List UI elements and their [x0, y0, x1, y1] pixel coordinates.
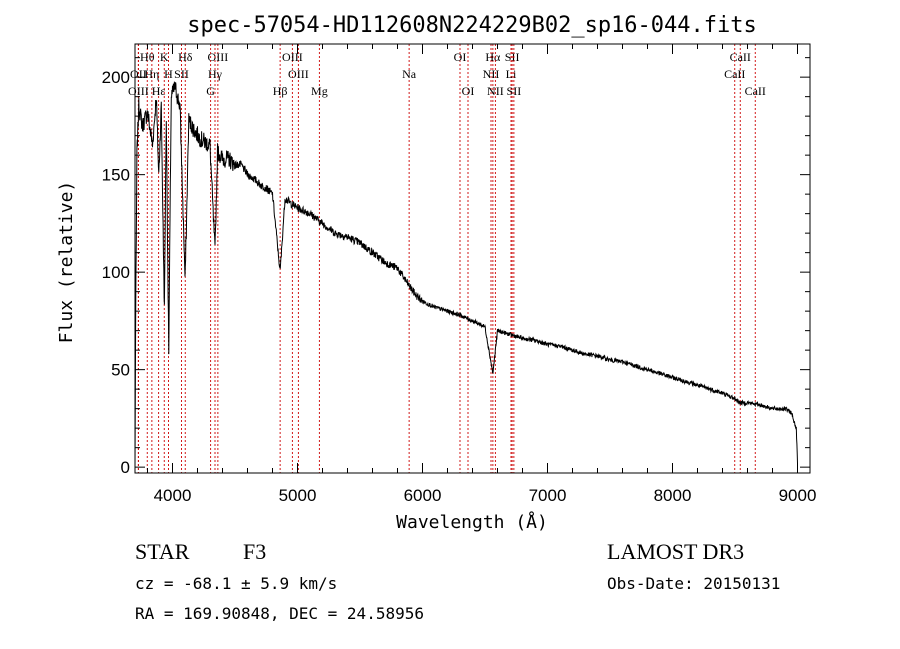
y-tick-label: 50 — [111, 361, 130, 380]
line-marker-label: OIII — [282, 50, 303, 64]
x-tick-label: 6000 — [404, 486, 442, 505]
line-marker-label: K — [160, 50, 169, 64]
y-tick-label: 150 — [102, 166, 130, 185]
plot-frame — [134, 43, 811, 474]
line-marker-label: Hε — [152, 84, 166, 98]
line-marker-label: Hγ — [208, 67, 223, 81]
y-tick-label: 200 — [102, 68, 130, 87]
line-marker-label: OIII — [128, 84, 149, 98]
y-tick-label: 100 — [102, 263, 130, 282]
survey-name: LAMOST DR3 — [607, 539, 745, 564]
line-marker-label: Hη — [144, 67, 159, 81]
line-marker-label: G — [206, 84, 215, 98]
x-tick-label: 9000 — [779, 486, 817, 505]
line-marker-label: SII — [505, 50, 520, 64]
y-axis-label: Flux (relative) — [56, 181, 77, 344]
object-class: STAR — [135, 539, 190, 564]
line-marker-label: Li — [506, 67, 517, 81]
y-tick-label: 0 — [121, 458, 130, 477]
coordinates: RA = 169.90848, DEC = 24.58956 — [135, 604, 424, 623]
chart-title: spec-57054-HD112608N224229B02_sp16-044.f… — [187, 13, 757, 38]
line-marker-label: CaII — [745, 84, 766, 98]
line-marker-label: Na — [402, 67, 417, 81]
spectrum-layer — [134, 81, 798, 467]
line-marker-label: CaII — [730, 50, 751, 64]
line-marker-label: H — [164, 67, 173, 81]
line-marker-label: CaII — [724, 67, 745, 81]
line-marker-label: Mg — [311, 84, 328, 98]
x-tick-label: 5000 — [279, 486, 317, 505]
x-tick-label: 8000 — [654, 486, 692, 505]
redshift-velocity: cz = -68.1 ± 5.9 km/s — [135, 574, 338, 593]
line-marker-label: SII — [174, 67, 189, 81]
line-marker-label: OIII — [288, 67, 309, 81]
x-axis-label: Wavelength (Å) — [396, 511, 548, 533]
line-marker-label: Hα — [485, 50, 501, 64]
line-marker-label: Hδ — [178, 50, 193, 64]
line-marker-label: NII — [487, 84, 504, 98]
x-tick-label: 7000 — [529, 486, 567, 505]
x-tick-label: 4000 — [154, 486, 192, 505]
observation-date: Obs-Date: 20150131 — [607, 574, 781, 593]
line-marker-label: OI — [462, 84, 475, 98]
line-marker-label: OIII — [208, 50, 229, 64]
line-marker-label: Hβ — [273, 84, 288, 98]
line-marker-label: SII — [507, 84, 522, 98]
tick-layer: 4000 5000 6000 7000 8000 9000 0 50 100 150 200 — [102, 44, 817, 505]
spectrum-line — [134, 81, 798, 467]
line-marker-label: Hθ — [140, 50, 155, 64]
object-subclass: F3 — [243, 539, 267, 564]
line-marker-label: NII — [483, 67, 500, 81]
line-marker-label: OI — [454, 50, 467, 64]
